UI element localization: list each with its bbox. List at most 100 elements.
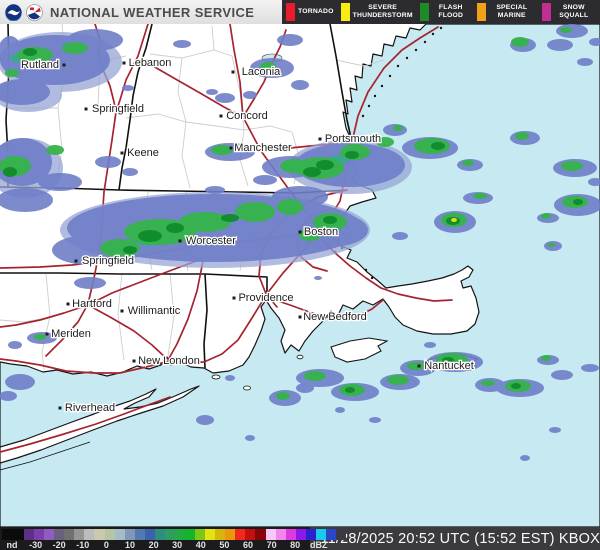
- tornado-label: TORNADO: [298, 8, 334, 16]
- scale-label-60: 60: [242, 540, 254, 550]
- city-rutland: Rutland: [20, 58, 66, 72]
- city-keene: Keene: [120, 146, 160, 160]
- city-marker: [62, 63, 66, 67]
- colorbar-segment-30: [325, 529, 336, 540]
- city-labels-layer: Rutland Lebanon Laconia Springfield Concord K…: [20, 56, 475, 416]
- city-hartford: Hartford: [66, 297, 113, 311]
- colorbar-segment-22: [245, 529, 256, 540]
- radar-map-container: Rutland Lebanon Laconia Springfield Concord K…: [0, 24, 600, 527]
- colorbar-segment-17: [195, 529, 206, 540]
- city-label: Concord: [226, 110, 268, 122]
- city-riverhead: Riverhead: [58, 401, 116, 415]
- city-label: Nantucket: [424, 360, 474, 372]
- scale-label--10: -10: [76, 540, 90, 550]
- brand-area: NATIONAL WEATHER SERVICE: [0, 0, 282, 24]
- colorbar-segment-0: [24, 529, 35, 540]
- city-manchester: Manchester: [229, 141, 293, 155]
- city-label: Keene: [127, 147, 159, 159]
- city-worcester: Worcester: [178, 234, 238, 248]
- city-marker: [417, 364, 421, 368]
- legend-flash-flood: FLASH FLOOD: [419, 3, 470, 21]
- scale-label-dBZ: dBZ: [310, 540, 328, 550]
- warning-legend: TORNADO SEVERE THUNDERSTORM FLASH FLOOD SPE…: [282, 0, 600, 24]
- city-label: Rutland: [21, 59, 59, 71]
- city-marker: [120, 309, 124, 313]
- colorbar-nd-block: [2, 529, 24, 540]
- severe-thunderstorm-label: SEVERE THUNDERSTORM: [352, 4, 413, 19]
- city-marker: [120, 151, 124, 155]
- city-meriden: Meriden: [45, 327, 92, 341]
- city-boston: Boston: [298, 225, 339, 239]
- scale-label-70: 70: [266, 540, 277, 550]
- snow-squall-label: SNOW SQUALL: [559, 4, 589, 19]
- colorbar-segment-13: [154, 529, 165, 540]
- colorbar-segment-12: [144, 529, 155, 540]
- city-label: Manchester: [234, 142, 292, 154]
- city-marker: [122, 61, 126, 65]
- bottom-bar: nd -30 -20 -10 0 10 20 30 40 50 60 70 80 dBZ 11/28/20…: [0, 527, 600, 550]
- city-marker: [66, 302, 70, 306]
- colorbar-segment-25: [275, 529, 286, 540]
- scale-label-80: 80: [290, 540, 301, 550]
- city-label: Portsmouth: [325, 133, 381, 145]
- noaa-logo-icon: [5, 3, 22, 21]
- legend-snow-squall: SNOW SQUALL: [541, 3, 594, 21]
- city-springfield: Springfield: [84, 102, 145, 116]
- city-providence: Providence: [232, 291, 295, 305]
- status-bar: 11/28/2025 20:52 UTC (15:52 EST) KBOX: [310, 527, 600, 550]
- city-label: Laconia: [242, 66, 281, 78]
- colorbar-segment-3: [54, 529, 65, 540]
- colorbar-segment-11: [134, 529, 145, 540]
- colorbar-segment-5: [74, 529, 85, 540]
- colorbar-segment-29: [315, 529, 326, 540]
- scale-label-nd: nd: [6, 540, 18, 550]
- city-marker: [318, 137, 322, 141]
- city-label: Lebanon: [129, 57, 172, 69]
- flash-flood-swatch: [419, 3, 429, 21]
- colorbar-segment-9: [114, 529, 125, 540]
- city-marker: [45, 332, 49, 336]
- city-label: Springfield: [82, 255, 134, 267]
- scale-label-10: 10: [124, 540, 136, 550]
- city-marker: [58, 406, 62, 410]
- legend-severe-thunderstorm: SEVERE THUNDERSTORM: [340, 3, 413, 21]
- city-nantucket: Nantucket: [417, 359, 475, 373]
- radar-map[interactable]: Rutland Lebanon Laconia Springfield Concord K…: [0, 24, 600, 527]
- colorbar-segment-24: [265, 529, 276, 540]
- city-label: Providence: [238, 292, 293, 304]
- colorbar-segment-27: [295, 529, 306, 540]
- city-concord: Concord: [219, 109, 269, 123]
- tornado-swatch: [286, 3, 295, 21]
- city-label: Riverhead: [65, 402, 115, 414]
- scale-label--20: -20: [52, 540, 66, 550]
- city-marker: [84, 107, 88, 111]
- coastline-layer: [0, 24, 600, 527]
- city-marker: [219, 114, 223, 118]
- nws-logo-icon: [26, 3, 43, 21]
- colorbar-segment-16: [185, 529, 196, 540]
- city-new-london: New London: [132, 354, 201, 368]
- city-marker: [229, 146, 233, 150]
- city-marker: [74, 259, 78, 263]
- city-laconia: Laconia: [231, 65, 282, 79]
- scale-label-0: 0: [103, 540, 109, 550]
- severe-thunderstorm-swatch: [340, 3, 350, 21]
- scale-label--30: -30: [29, 540, 43, 550]
- city-portsmouth: Portsmouth: [318, 132, 382, 146]
- city-label: Hartford: [72, 298, 112, 310]
- colorbar-segment-21: [235, 529, 246, 540]
- scale-label-50: 50: [219, 540, 230, 550]
- city-label: Worcester: [186, 235, 236, 247]
- city-label: New Bedford: [303, 311, 367, 323]
- top-bar: NATIONAL WEATHER SERVICE TORNADO SEVERE T…: [0, 0, 600, 24]
- city-label: Willimantic: [128, 305, 181, 317]
- colorbar-segment-15: [174, 529, 185, 540]
- colorbar-segment-6: [84, 529, 95, 540]
- city-new-bedford: New Bedford: [298, 310, 368, 324]
- flash-flood-label: FLASH FLOOD: [438, 4, 464, 19]
- city-marker: [178, 239, 182, 243]
- colorbar-segment-28: [305, 529, 316, 540]
- colorbar-segment-1: [34, 529, 45, 540]
- city-label: Boston: [304, 226, 338, 238]
